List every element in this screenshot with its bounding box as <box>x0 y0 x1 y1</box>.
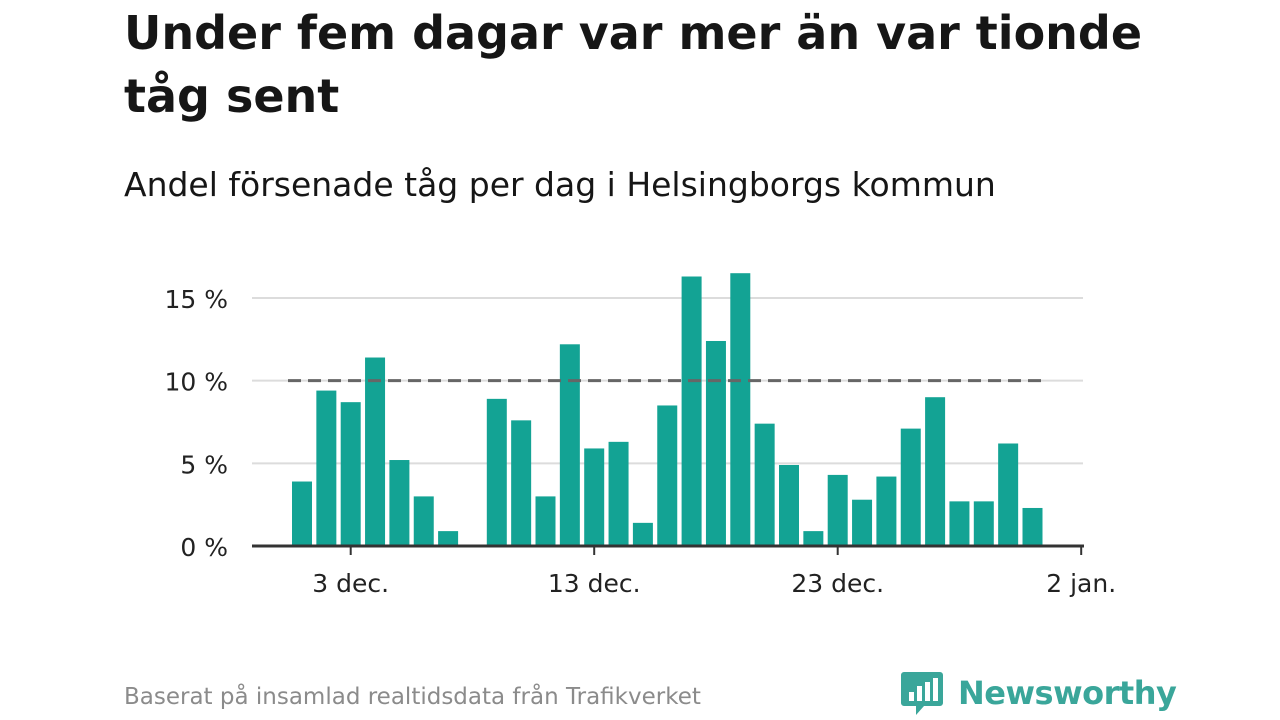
bar <box>973 501 994 546</box>
brand-logo: Newsworthy <box>900 668 1177 718</box>
y-tick-label: 5 % <box>180 450 228 479</box>
chart-subtitle: Andel försenade tåg per dag i Helsingbor… <box>124 165 996 204</box>
bar <box>998 443 1019 546</box>
x-tick-label: 2 jan. <box>1046 569 1116 598</box>
bar <box>657 405 678 546</box>
bar <box>803 531 824 546</box>
bar <box>876 476 897 546</box>
bar <box>852 499 873 546</box>
bar <box>949 501 970 546</box>
bar <box>389 460 410 546</box>
x-tick-label: 13 dec. <box>548 569 641 598</box>
axes: 0 % 5 % 10 % 15 % 3 dec. 13 dec. 23 dec. 2 jan. <box>164 285 1116 598</box>
bar <box>754 423 775 546</box>
bar <box>925 397 946 546</box>
bars <box>292 273 1043 546</box>
bar <box>1022 507 1043 546</box>
bar <box>681 276 702 546</box>
y-tick-label: 0 % <box>180 533 228 562</box>
bar-chart: 0 % 5 % 10 % 15 % 3 dec. 13 dec. 23 dec. 2 jan. <box>164 273 1116 598</box>
x-tick-label: 23 dec. <box>791 569 884 598</box>
brand-name: Newsworthy <box>958 674 1177 712</box>
bar <box>486 398 507 546</box>
chart-title: Under fem dagar var mer än var tionde tå… <box>124 6 1143 123</box>
bar <box>340 402 361 546</box>
bar <box>827 474 848 546</box>
bar <box>608 441 629 546</box>
bar <box>900 428 921 546</box>
bar <box>705 340 726 546</box>
source-note: Baserat på insamlad realtidsdata från Tr… <box>124 684 701 710</box>
bar <box>779 464 799 546</box>
bar <box>413 496 434 546</box>
x-tick-label: 3 dec. <box>312 569 389 598</box>
bar <box>559 344 580 546</box>
bar <box>535 496 556 546</box>
bar <box>292 481 312 546</box>
bar <box>730 273 751 546</box>
newsworthy-logo-icon <box>901 672 943 715</box>
y-tick-label: 10 % <box>164 368 228 397</box>
bar <box>584 448 605 546</box>
bar <box>438 531 459 546</box>
bar <box>365 357 386 546</box>
y-tick-label: 15 % <box>164 285 228 314</box>
bar <box>511 420 532 546</box>
bar <box>632 522 653 546</box>
bar <box>316 390 337 546</box>
